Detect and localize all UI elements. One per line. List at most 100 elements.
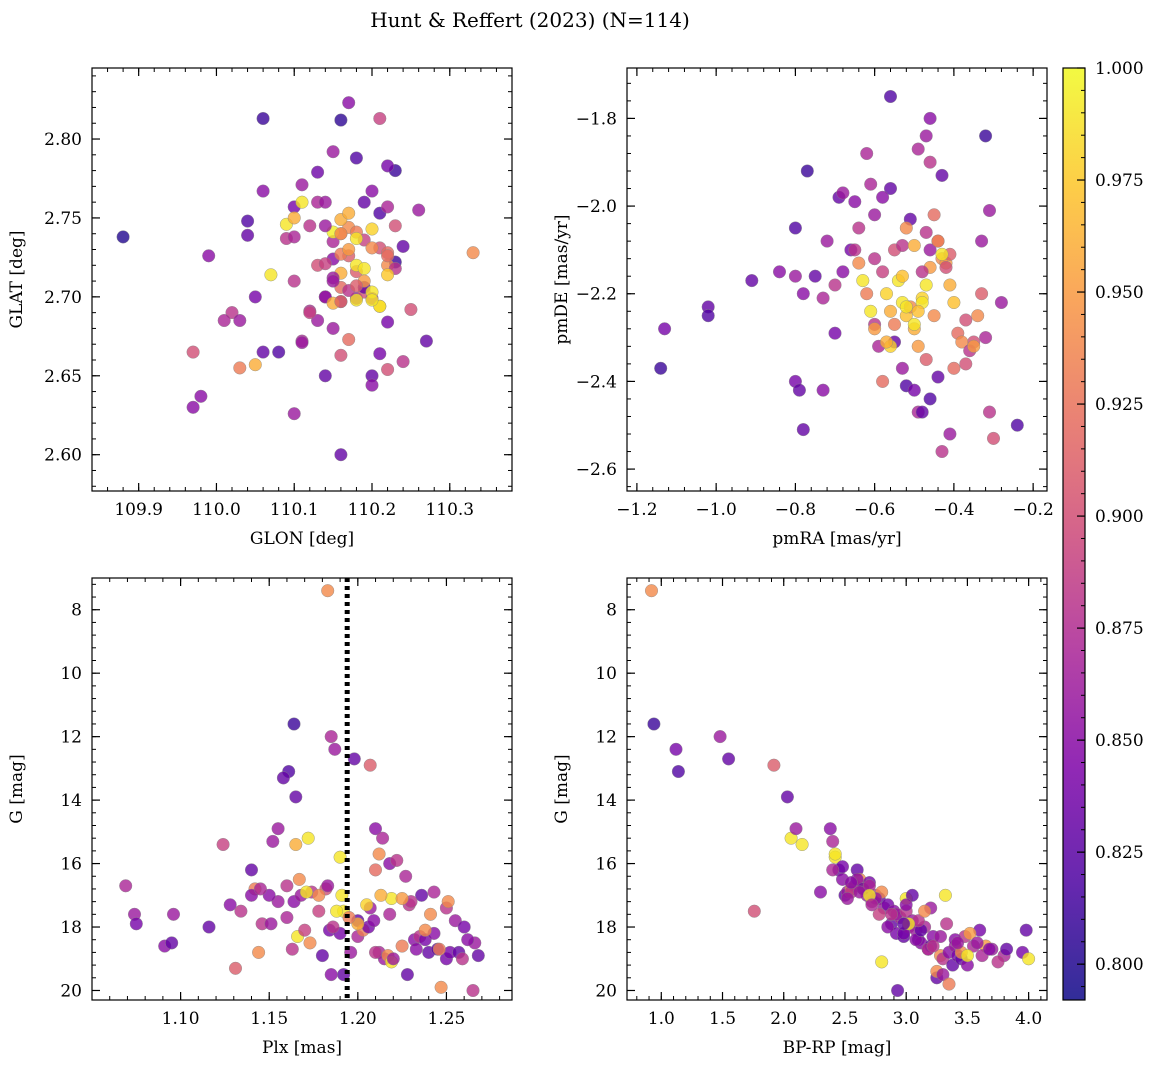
data-point (935, 168, 949, 182)
data-point (303, 219, 317, 233)
data-point (244, 888, 258, 902)
x-tick-label: 1.0 (648, 1009, 675, 1029)
data-point (165, 936, 179, 950)
y-tick-label: −2.6 (576, 460, 617, 480)
data-point (880, 335, 894, 349)
data-point (427, 885, 441, 899)
ticks-pm (627, 68, 1047, 491)
axes-frame (626, 67, 1048, 492)
data-point (116, 230, 130, 244)
y-tick-label: 14 (60, 791, 82, 811)
data-point (287, 230, 301, 244)
data-point (836, 265, 850, 279)
data-point (884, 181, 898, 195)
data-point (321, 584, 335, 598)
data-point (959, 313, 973, 327)
data-point (1022, 952, 1036, 966)
data-point (367, 914, 381, 928)
data-point (334, 448, 348, 462)
data-point (800, 164, 814, 178)
points-cmd (645, 584, 1036, 998)
data-point (885, 907, 899, 921)
data-point (256, 111, 270, 125)
y-tick-label: 10 (595, 664, 617, 684)
data-point (119, 879, 133, 893)
data-point (915, 405, 929, 419)
y-axis-label: G [mag] (7, 754, 27, 823)
figure-title: Hunt & Reffert (2023) (N=114) (370, 8, 690, 32)
data-point (671, 765, 685, 779)
data-point (301, 831, 315, 845)
data-point (321, 879, 335, 893)
data-point (299, 885, 313, 899)
data-point (342, 242, 356, 256)
x-tick-label: 110.0 (192, 500, 241, 520)
data-point (285, 942, 299, 956)
data-point (461, 933, 475, 947)
data-point (315, 949, 329, 963)
data-point (295, 178, 309, 192)
data-point (326, 920, 340, 934)
data-point (374, 888, 388, 902)
y-tick-label: −2.0 (576, 197, 617, 217)
y-tick-label: 2.65 (44, 367, 82, 387)
data-point (935, 445, 949, 459)
data-point (994, 296, 1008, 310)
y-tick-label: −2.4 (576, 372, 617, 392)
data-point (926, 939, 940, 953)
data-point (318, 257, 332, 271)
data-point (967, 339, 981, 353)
y-tick-label: 16 (60, 855, 82, 875)
data-point (271, 895, 285, 909)
data-point (186, 345, 200, 359)
data-point (891, 984, 905, 998)
data-point (342, 206, 356, 220)
data-point (388, 219, 402, 233)
data-point (971, 309, 985, 323)
data-point (357, 195, 371, 209)
data-point (381, 268, 395, 282)
x-tick-label: 110.3 (425, 500, 474, 520)
data-point (295, 336, 309, 350)
axes-frame (91, 577, 513, 1001)
data-point (369, 863, 383, 877)
x-tick-label: 1.15 (250, 1009, 288, 1029)
y-tick-label: 2.80 (44, 130, 82, 150)
data-point (311, 314, 325, 328)
data-point (381, 200, 395, 214)
data-point (927, 309, 941, 323)
data-point (864, 304, 878, 318)
data-point (312, 904, 326, 918)
x-tick-label: −1.0 (696, 500, 737, 520)
data-point (303, 306, 317, 320)
data-point (860, 287, 874, 301)
y-tick-label: 16 (595, 855, 617, 875)
x-axis-label: GLON [deg] (250, 529, 354, 549)
data-point (349, 231, 363, 245)
x-tick-label: 1.10 (162, 1009, 200, 1029)
data-point (471, 949, 485, 963)
data-point (412, 203, 426, 217)
data-point (217, 314, 231, 328)
data-point (289, 838, 303, 852)
data-point (373, 111, 387, 125)
data-point (264, 917, 278, 931)
data-point (844, 876, 858, 890)
data-point (280, 911, 294, 925)
data-point (960, 949, 974, 963)
data-point (365, 184, 379, 198)
data-point (792, 383, 806, 397)
data-point (899, 898, 913, 912)
data-point (326, 274, 340, 288)
x-tick-label: 4.0 (1015, 1009, 1042, 1029)
data-point (942, 977, 956, 991)
data-point (228, 961, 242, 975)
data-point (868, 252, 882, 266)
y-tick-label: 18 (60, 918, 82, 938)
data-point (970, 936, 984, 950)
data-point (876, 374, 890, 388)
data-point (669, 742, 683, 756)
data-point (349, 279, 363, 293)
data-point (856, 274, 870, 288)
data-point (836, 186, 850, 200)
